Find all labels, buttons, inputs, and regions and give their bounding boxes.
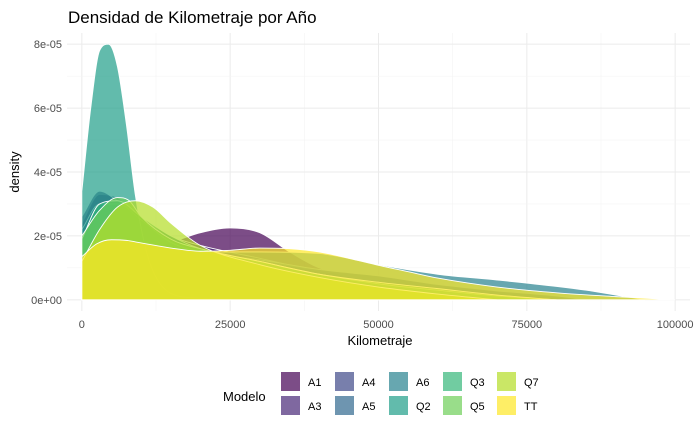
legend-item-a4: A4 xyxy=(335,372,375,391)
x-axis-title: Kilometraje xyxy=(347,333,412,348)
legend-label: Q2 xyxy=(416,401,431,413)
legend-label: A1 xyxy=(308,377,321,389)
legend-label: Q3 xyxy=(470,377,485,389)
legend-key xyxy=(281,396,300,415)
y-tick-label: 8e-05 xyxy=(34,39,62,51)
legend-item-q3: Q3 xyxy=(443,372,485,391)
legend-label: A5 xyxy=(362,401,375,413)
x-tick-label: 100000 xyxy=(657,319,694,331)
legend-item-a5: A5 xyxy=(335,396,375,415)
y-tick-label: 2e-05 xyxy=(34,231,62,243)
legend-item-a6: A6 xyxy=(389,372,429,391)
y-tick-label: 0e+00 xyxy=(31,295,62,307)
legend-key xyxy=(281,372,300,391)
legend-item-q2: Q2 xyxy=(389,396,431,415)
y-tick-labels: 0e+00 2e-05 4e-05 6e-05 8e-05 xyxy=(31,39,62,307)
x-tick-label: 50000 xyxy=(363,319,394,331)
density-areas xyxy=(81,43,676,301)
legend-item-a3: A3 xyxy=(281,396,321,415)
legend-item-q5: Q5 xyxy=(443,396,485,415)
y-tick-label: 4e-05 xyxy=(34,167,62,179)
legend-label: A4 xyxy=(362,377,375,389)
legend-key xyxy=(443,372,462,391)
y-axis-title: density xyxy=(7,151,22,193)
legend-keys: A1 A3 A4 A5 A6 Q2 Q3 Q5 Q7 TT xyxy=(281,372,539,415)
legend: Modelo A1 A3 A4 A5 A6 Q2 Q3 Q5 Q7 TT xyxy=(223,372,539,415)
legend-item-q7: Q7 xyxy=(497,372,539,391)
legend-label: Q7 xyxy=(524,377,539,389)
x-tick-label: 25000 xyxy=(215,319,246,331)
legend-key xyxy=(389,372,408,391)
legend-key xyxy=(335,372,354,391)
legend-key xyxy=(389,396,408,415)
legend-key xyxy=(497,372,516,391)
legend-key xyxy=(497,396,516,415)
x-tick-label: 0 xyxy=(79,319,85,331)
legend-item-a1: A1 xyxy=(281,372,321,391)
density-area-tt xyxy=(81,239,676,301)
legend-key xyxy=(335,396,354,415)
legend-label: TT xyxy=(524,401,538,413)
legend-label: Q5 xyxy=(470,401,485,413)
legend-label: A3 xyxy=(308,401,321,413)
legend-key xyxy=(443,396,462,415)
y-tick-label: 6e-05 xyxy=(34,103,62,115)
x-tick-labels: 0 25000 50000 75000 100000 xyxy=(79,319,694,331)
legend-item-tt: TT xyxy=(497,396,538,415)
x-tick-label: 75000 xyxy=(512,319,543,331)
chart-title: Densidad de Kilometraje por Año xyxy=(68,8,317,27)
legend-label: A6 xyxy=(416,377,429,389)
legend-title: Modelo xyxy=(223,389,266,404)
